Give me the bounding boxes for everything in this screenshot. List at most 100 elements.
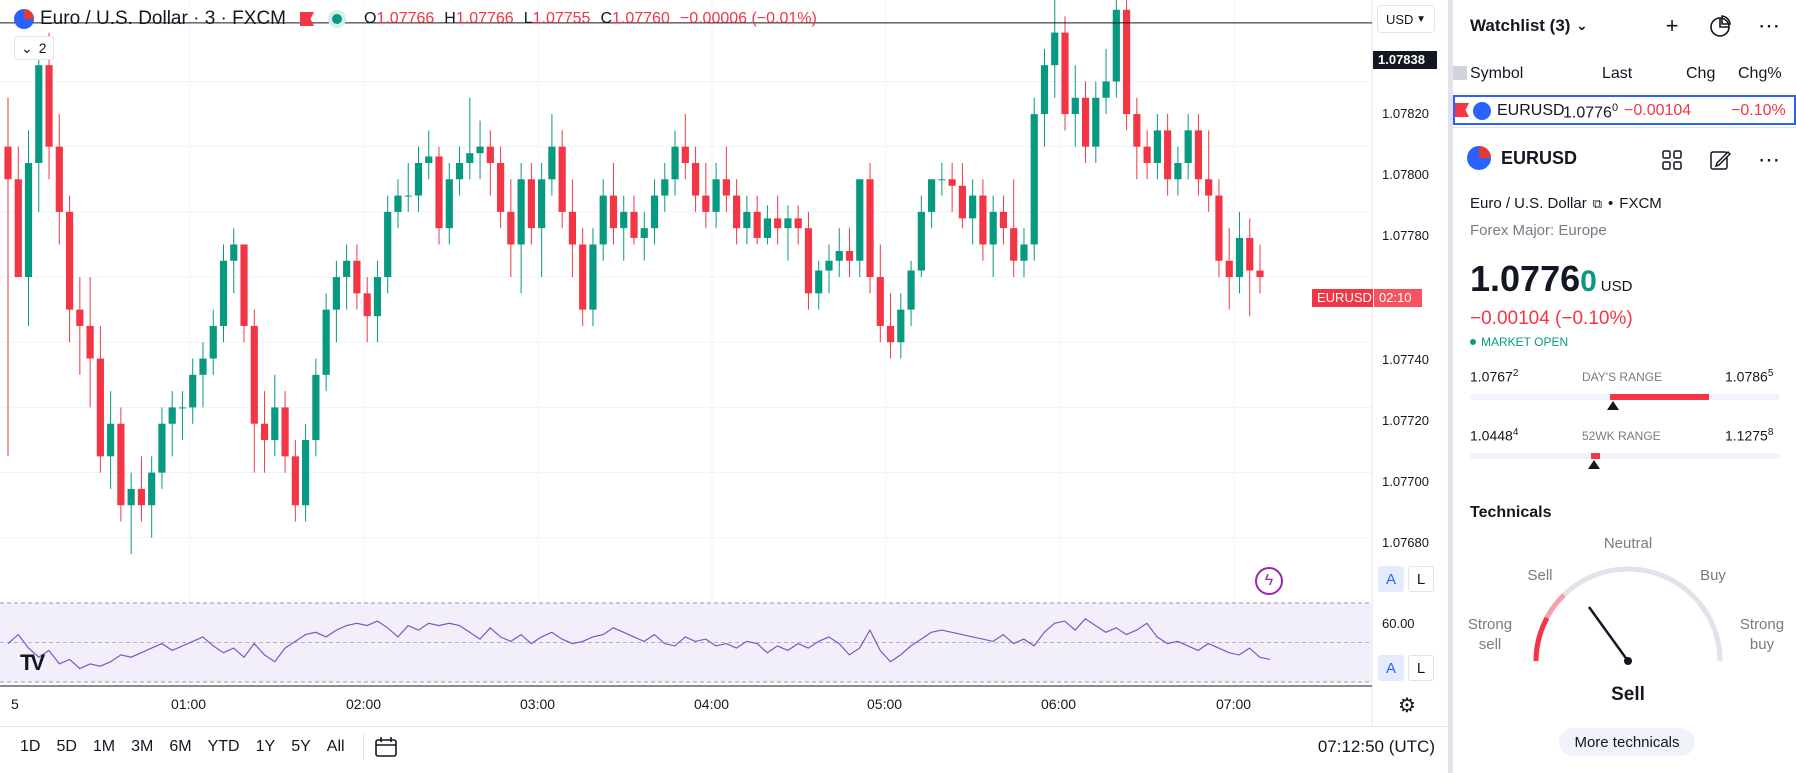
rsi-tick: 60.00 (1382, 616, 1415, 631)
grid-icon[interactable] (1658, 146, 1686, 174)
range-1m-button[interactable]: 1M (92, 737, 116, 755)
candle-body (35, 65, 43, 163)
range-ytd-button[interactable]: YTD (207, 737, 240, 755)
price-tick: 1.07780 (1382, 228, 1429, 243)
utc-clock[interactable]: 07:12:50 (UTC) (1317, 736, 1435, 756)
bar-countdown-tag: 02:10 (1374, 289, 1422, 307)
flag-icon[interactable] (1455, 103, 1469, 117)
candle-body (4, 146, 12, 180)
range-6m-button[interactable]: 6M (169, 737, 192, 755)
auto-scale-button[interactable]: A (1378, 566, 1404, 592)
chart-pane[interactable]: Euro / U.S. Dollar · 3 · FXCM O1.07766 H… (0, 0, 1449, 773)
rsi-log-scale-button[interactable]: L (1408, 655, 1434, 681)
pie-chart-icon[interactable] (1706, 12, 1734, 40)
column-header-last[interactable]: Last (1602, 65, 1633, 82)
candle-body (1122, 9, 1131, 115)
currency-select[interactable]: USD ▼ (1377, 5, 1435, 33)
collapse-indicators-button[interactable]: ⌄ 2 (14, 36, 54, 60)
more-technicals-button[interactable]: More technicals (1559, 728, 1695, 756)
range-3m-button[interactable]: 3M (131, 737, 154, 755)
gear-icon[interactable]: ⚙ (1398, 695, 1416, 717)
technicals-gauge (1533, 566, 1723, 665)
gauge-buy: Buy (1700, 567, 1726, 584)
candle-body (271, 407, 279, 441)
detail-symbol[interactable]: EURUSD (1467, 146, 1577, 170)
range-1y-button[interactable]: 1Y (255, 737, 276, 755)
candle-body (835, 250, 843, 261)
technicals-title[interactable]: Technicals (1470, 504, 1552, 521)
price-chart[interactable] (0, 0, 1449, 726)
gauge-needle (1587, 606, 1630, 662)
candle-body (178, 407, 187, 409)
candle-body (1235, 237, 1244, 278)
candle-body (137, 488, 146, 506)
edit-icon[interactable] (1706, 146, 1734, 174)
calendar-icon[interactable] (374, 736, 398, 758)
candle-body (24, 162, 33, 278)
more-options-icon[interactable]: ⋯ (1758, 147, 1780, 172)
more-options-icon[interactable]: ⋯ (1758, 13, 1780, 38)
candle-body (76, 309, 84, 326)
candle-body (65, 211, 74, 310)
candle-body (404, 195, 412, 197)
range-1d-button[interactable]: 1D (20, 737, 41, 755)
candle-body (1081, 97, 1090, 147)
range-5d-button[interactable]: 5D (56, 737, 77, 755)
candle-body (281, 407, 289, 457)
candle-body (548, 146, 556, 180)
candle-body (681, 146, 689, 163)
right-panel: Watchlist (3) ⌄ + ⋯ Symbol Last Chg Chg%… (1449, 0, 1796, 773)
candle-body (291, 456, 299, 506)
range-5y-button[interactable]: 5Y (291, 737, 311, 755)
market-status-dot (332, 14, 342, 24)
high-value: 1.07766 (455, 10, 514, 27)
chart-header: Euro / U.S. Dollar · 3 · FXCM O1.07766 H… (14, 8, 817, 30)
days-range-low: 1.07672 (1470, 368, 1518, 385)
candle-body (907, 270, 915, 310)
days-range-fill (1609, 394, 1709, 400)
wk52-range-high: 1.12758 (1725, 427, 1773, 444)
add-symbol-icon[interactable]: + (1665, 13, 1679, 38)
candle-body (1051, 32, 1059, 66)
time-tick: 05:00 (867, 696, 903, 712)
flag-icon[interactable] (300, 12, 314, 26)
watchlist-title[interactable]: Watchlist (3) ⌄ (1470, 16, 1587, 36)
lightning-icon[interactable]: ϟ (1255, 567, 1283, 595)
external-link-icon[interactable]: ⧉ (1592, 195, 1603, 211)
detail-name[interactable]: Euro / U.S. Dollar (1470, 195, 1587, 212)
column-header-symbol[interactable]: Symbol (1470, 65, 1524, 82)
candle-body (1194, 130, 1203, 180)
gauge-strong-buy-2: buy (1749, 636, 1775, 653)
wk52-range-low-frac: 4 (1512, 427, 1519, 438)
candle-body (999, 211, 1008, 229)
low-value: 1.07755 (532, 10, 591, 27)
log-scale-button[interactable]: L (1408, 566, 1434, 592)
candle-body (45, 65, 53, 147)
candle-body (55, 146, 63, 212)
row-chg-pct: −0.10% (1731, 102, 1786, 119)
candle-body (763, 218, 772, 238)
column-header-chg-pct[interactable]: Chg% (1738, 65, 1782, 82)
symbol-title[interactable]: Euro / U.S. Dollar · 3 · FXCM (40, 8, 286, 29)
rsi-auto-scale-button[interactable]: A (1378, 655, 1404, 681)
candle-body (630, 211, 638, 238)
column-select-checkbox[interactable] (1453, 66, 1467, 80)
chevron-down-icon: ▼ (1416, 13, 1426, 25)
low-label: L (523, 10, 533, 27)
row-chg: −0.00104 (1624, 102, 1692, 119)
candle-body (363, 293, 371, 317)
candle-body (1205, 179, 1213, 196)
candle-body (199, 358, 207, 375)
range-all-button[interactable]: All (326, 737, 345, 755)
rsi-line (7, 618, 1271, 670)
watchlist-row[interactable]: EURUSD 1.07760 −0.00104 −0.10% (1453, 95, 1796, 125)
chevron-down-icon: ⌄ (1576, 18, 1588, 33)
detail-exchange[interactable]: FXCM (1619, 195, 1662, 212)
days-range-high-main: 1.0786 (1725, 368, 1768, 385)
candle-body (384, 211, 392, 278)
candle-body (1092, 97, 1100, 147)
time-tick: 01:00 (171, 696, 207, 712)
detail-price-main: 1.0776 (1470, 258, 1581, 299)
column-header-chg[interactable]: Chg (1686, 65, 1716, 82)
candle-body (219, 260, 228, 326)
